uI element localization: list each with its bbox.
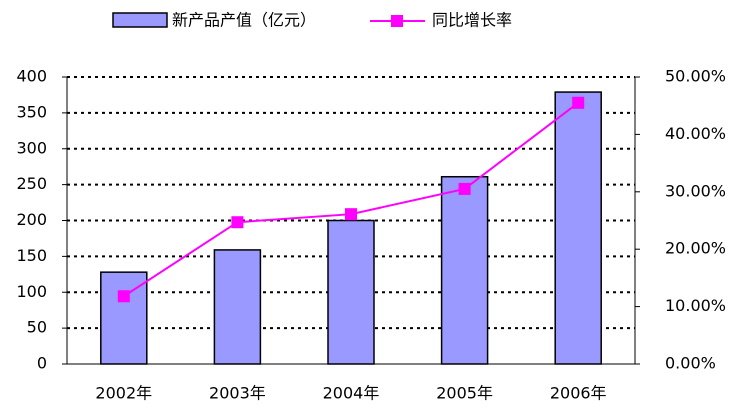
bar [213,249,262,365]
line-marker [117,290,130,303]
x-tick-label: 2006年 [550,384,607,403]
y-tick-label: 50 [27,318,47,337]
line-marker [231,216,244,229]
y2-tick-label: 10.00% [665,296,726,315]
y2-tick-label: 50.00% [665,67,726,86]
x-tick-label: 2005年 [436,384,493,403]
y-tick-label: 200 [16,210,47,229]
bar [100,271,148,365]
bar [440,175,489,365]
y2-tick-label: 40.00% [665,124,726,143]
y-tick-label: 350 [16,102,47,121]
legend-label: 同比增长率 [432,11,512,30]
legend-swatch [112,12,168,28]
legend-marker [391,15,403,27]
y-tick-label: 150 [16,246,47,265]
y-tick-label: 100 [16,282,47,301]
y2-tick-label: 20.00% [665,239,726,258]
line-marker [345,208,357,221]
line-marker [458,182,471,195]
x-tick-label: 2003年 [209,384,266,403]
legend-label: 新产品产值（亿元） [172,11,316,30]
y2-tick-label: 0.00% [665,354,716,373]
line-marker [572,96,585,109]
x-tick-label: 2002年 [95,384,152,403]
y-tick-label: 250 [16,174,47,193]
y-tick-label: 0 [37,354,47,373]
bar [327,219,375,365]
y-tick-label: 300 [16,138,47,157]
y2-tick-label: 30.00% [665,181,726,200]
x-tick-label: 2004年 [323,384,380,403]
y-tick-label: 400 [16,67,47,86]
bar [554,91,602,365]
